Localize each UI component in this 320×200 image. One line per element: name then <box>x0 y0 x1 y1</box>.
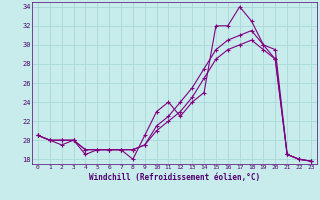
X-axis label: Windchill (Refroidissement éolien,°C): Windchill (Refroidissement éolien,°C) <box>89 173 260 182</box>
